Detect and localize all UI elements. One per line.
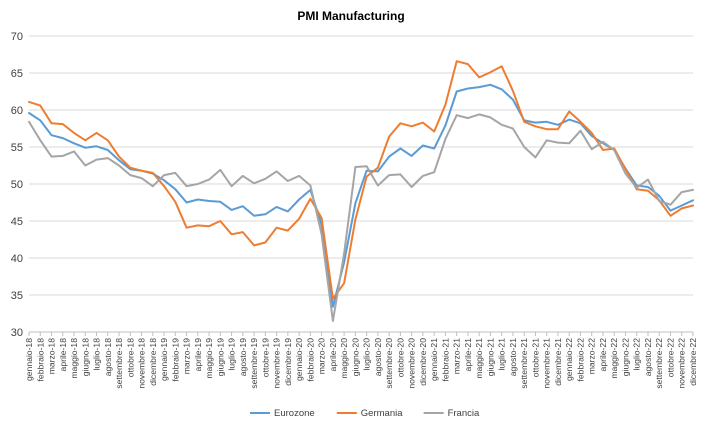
x-tick-label: ottobre-22 (665, 338, 675, 377)
y-tick-label: 70 (11, 31, 23, 43)
x-tick-label: maggio-19 (204, 338, 214, 379)
x-tick-label: marzo-20 (317, 338, 327, 375)
x-tick-label: gennaio-19 (159, 338, 169, 381)
y-tick-label: 65 (11, 68, 23, 80)
x-tick-label: aprile-22 (598, 338, 608, 372)
x-tick-label: luglio-19 (227, 338, 237, 371)
x-tick-label: giugno-19 (215, 338, 225, 376)
x-tick-label: novembre-19 (272, 338, 282, 389)
x-tick-label: dicembre-22 (688, 338, 698, 386)
legend-entry: Germania (361, 408, 403, 419)
x-tick-label: giugno-22 (620, 338, 630, 376)
x-tick-label: novembre-21 (542, 338, 552, 389)
x-tick-label: maggio-20 (339, 338, 349, 379)
x-tick-label: luglio-21 (497, 338, 507, 371)
y-tick-label: 60 (11, 105, 23, 117)
x-tick-label: luglio-22 (632, 338, 642, 371)
x-tick-label: aprile-19 (193, 338, 203, 372)
x-tick-label: aprile-21 (463, 338, 473, 372)
series-line-germania (28, 60, 694, 300)
x-tick-label: giugno-21 (485, 338, 495, 376)
x-tick-label: agosto-20 (373, 338, 383, 376)
y-tick-label: 35 (11, 290, 23, 302)
x-tick-label: agosto-18 (103, 338, 113, 376)
x-tick-label: luglio-20 (362, 338, 372, 371)
x-tick-label: maggio-18 (69, 338, 79, 379)
y-tick-label: 40 (11, 253, 23, 265)
legend: Eurozone Germania Francia (250, 408, 480, 419)
x-tick-label: marzo-21 (452, 338, 462, 375)
x-tick-label: febbraio-20 (305, 338, 315, 382)
x-tick-label: maggio-22 (609, 338, 619, 379)
x-tick-label: maggio-21 (474, 338, 484, 379)
x-tick-label: febbraio-22 (575, 338, 585, 382)
x-tick-label: gennaio-21 (429, 338, 439, 381)
x-tick-label: giugno-20 (350, 338, 360, 376)
legend-entry: Eurozone (274, 408, 315, 419)
x-tick-label: dicembre-20 (418, 338, 428, 386)
chart-title: PMI Manufacturing (297, 9, 404, 23)
x-tick-label: gennaio-22 (564, 338, 574, 381)
x-tick-label: novembre-18 (137, 338, 147, 389)
x-tick-label: febbraio-19 (170, 338, 180, 382)
y-tick-label: 50 (11, 179, 23, 191)
x-tick-label: agosto-19 (238, 338, 248, 376)
x-tick-label: settembre-22 (654, 338, 664, 389)
x-tick-label: febbraio-18 (35, 338, 45, 382)
x-tick-label: gennaio-20 (294, 338, 304, 381)
x-tick-label: marzo-22 (587, 338, 597, 375)
x-tick-label: novembre-20 (407, 338, 417, 389)
y-tick-label: 55 (11, 142, 23, 154)
y-axis-ticks: 30 35 40 45 50 55 60 65 70 (11, 31, 23, 339)
y-tick-label: 30 (11, 327, 23, 339)
x-tick-label: ottobre-21 (530, 338, 540, 377)
x-tick-label: novembre-22 (677, 338, 687, 389)
series-line-francia (28, 113, 694, 322)
x-tick-label: giugno-18 (80, 338, 90, 376)
x-tick-label: ottobre-19 (260, 338, 270, 377)
y-tick-label: 45 (11, 216, 23, 228)
x-tick-label: agosto-21 (508, 338, 518, 376)
x-tick-label: aprile-18 (58, 338, 68, 372)
x-tick-label: marzo-18 (47, 338, 57, 375)
x-tick-label: aprile-20 (328, 338, 338, 372)
x-axis-ticks: gennaio-18 febbraio-18 marzo-18 aprile-18 ma… (24, 332, 698, 389)
x-tick-label: settembre-19 (249, 338, 259, 389)
x-tick-label: settembre-21 (519, 338, 529, 389)
x-tick-label: settembre-20 (384, 338, 394, 389)
x-tick-label: ottobre-18 (125, 338, 135, 377)
x-tick-label: agosto-22 (643, 338, 653, 376)
x-tick-label: dicembre-19 (283, 338, 293, 386)
x-tick-label: marzo-19 (182, 338, 192, 375)
legend-entry: Francia (448, 408, 480, 419)
x-tick-label: febbraio-21 (440, 338, 450, 382)
series-lines (28, 60, 694, 322)
x-tick-label: gennaio-18 (24, 338, 34, 381)
x-tick-label: dicembre-18 (148, 338, 158, 386)
x-tick-label: dicembre-21 (553, 338, 563, 386)
x-tick-label: luglio-18 (92, 338, 102, 371)
x-tick-label: settembre-18 (114, 338, 124, 389)
x-tick-label: ottobre-20 (395, 338, 405, 377)
